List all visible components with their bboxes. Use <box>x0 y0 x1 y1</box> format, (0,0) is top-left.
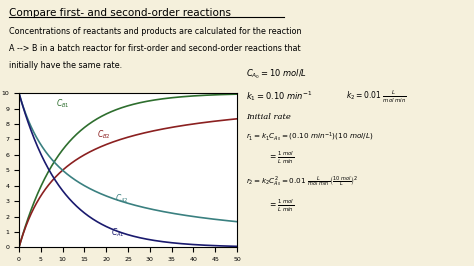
Text: $= \frac{1\ mol}{L\ min}$: $= \frac{1\ mol}{L\ min}$ <box>268 198 294 214</box>
Text: $C_{A_0}= 10\ mol/L$: $C_{A_0}= 10\ mol/L$ <box>246 68 308 81</box>
Text: A --> B in a batch reactor for first-order and second-order reactions that: A --> B in a batch reactor for first-ord… <box>9 44 301 53</box>
Text: $k_1= 0.10\ min^{-1}$: $k_1= 0.10\ min^{-1}$ <box>246 89 313 103</box>
Text: $r_1 = k_1 C_{A_0} = (0.10\ min^{-1})(10\ mol/L)$: $r_1 = k_1 C_{A_0} = (0.10\ min^{-1})(10… <box>246 130 374 144</box>
Text: $C_{A2}$: $C_{A2}$ <box>115 192 129 205</box>
Text: Concentrations of reactants and products are calculated for the reaction: Concentrations of reactants and products… <box>9 27 302 36</box>
Text: Initial rate: Initial rate <box>246 113 292 121</box>
Text: $r_2 = k_2 C_{A_0}^2 = 0.01\ \frac{L}{mol\ min}\left(\frac{10\ mol}{L}\right)^2$: $r_2 = k_2 C_{A_0}^2 = 0.01\ \frac{L}{mo… <box>246 174 359 188</box>
Text: $k_2=0.01\ \frac{L}{mol\ min}$: $k_2=0.01\ \frac{L}{mol\ min}$ <box>346 89 407 105</box>
Text: $C_{A1}$: $C_{A1}$ <box>110 227 124 239</box>
Text: $C_{B1}$: $C_{B1}$ <box>56 98 70 110</box>
Text: initially have the same rate.: initially have the same rate. <box>9 61 123 70</box>
Text: $C_{B2}$: $C_{B2}$ <box>98 129 111 141</box>
Text: $= \frac{1\ mol}{L\ min}$: $= \frac{1\ mol}{L\ min}$ <box>268 150 294 167</box>
Text: Compare first- and second-order reactions: Compare first- and second-order reaction… <box>9 8 231 18</box>
